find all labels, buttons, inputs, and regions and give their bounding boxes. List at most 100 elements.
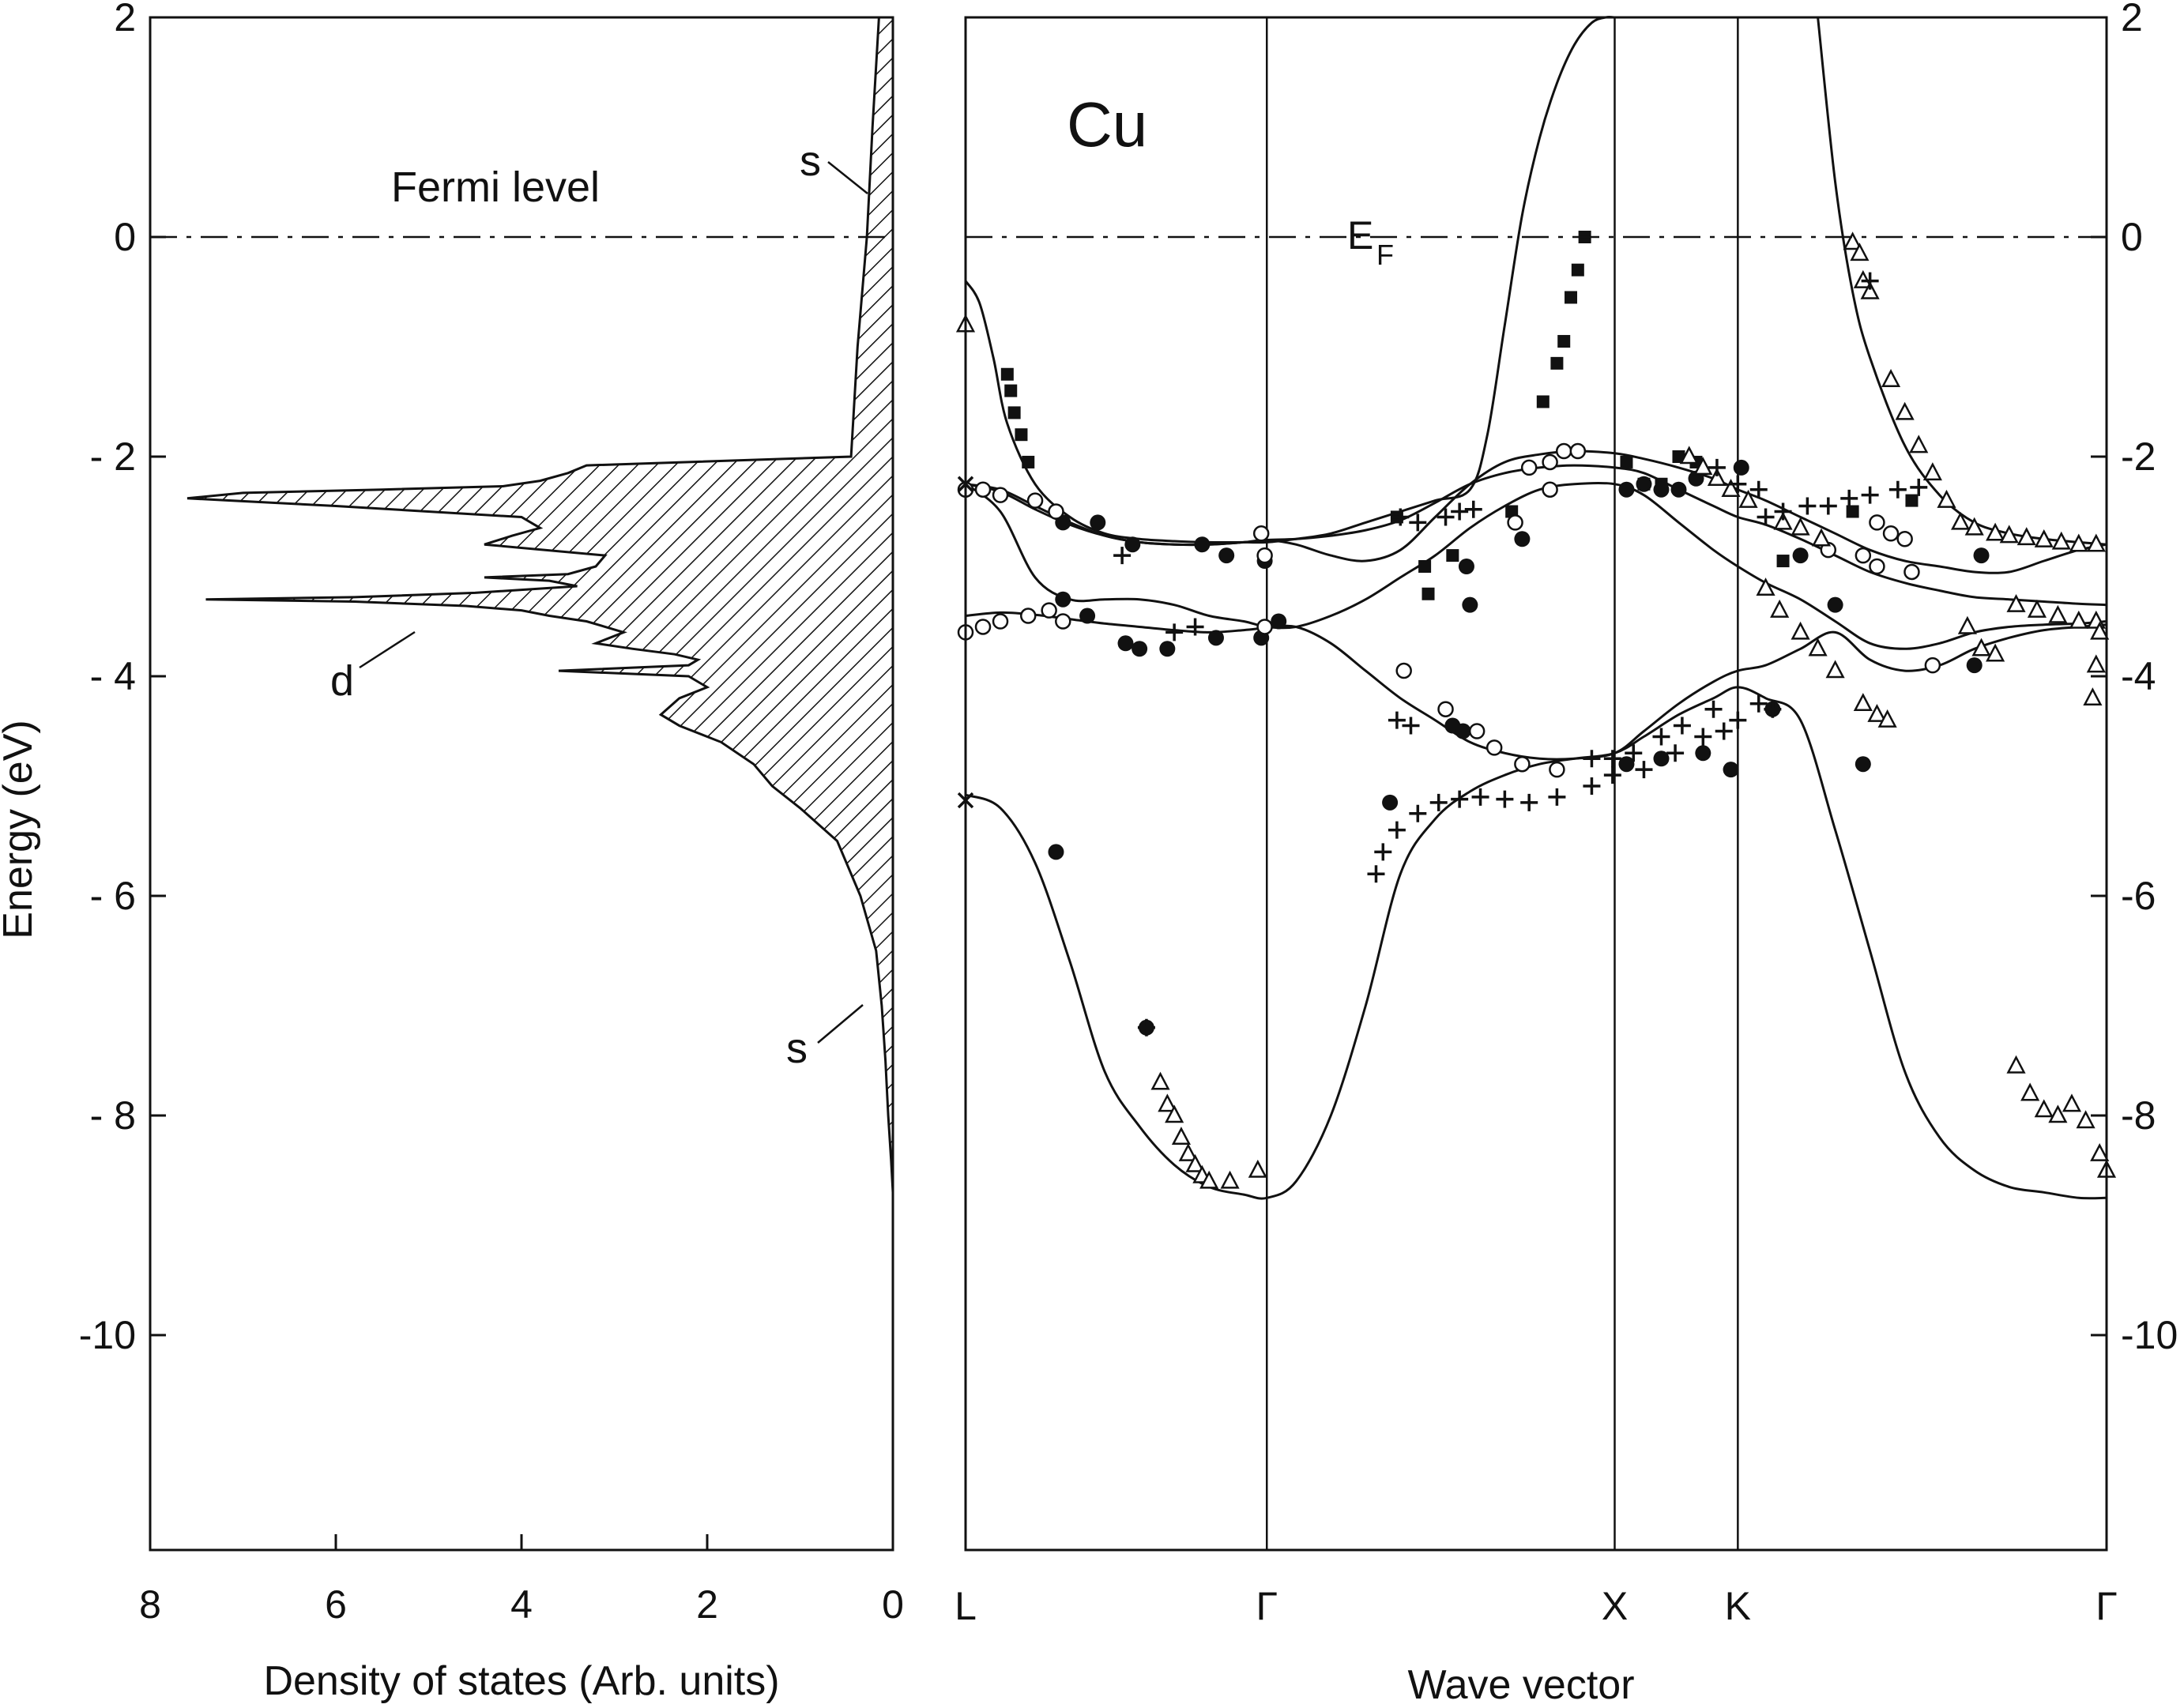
data-point-open-circle	[1468, 723, 1485, 739]
data-point-open-triangle	[2027, 599, 2047, 618]
data-point-filled-square	[1421, 587, 1435, 600]
dos-x-axis-title: Density of states (Arb. units)	[263, 1658, 779, 1704]
data-point-open-circle	[1437, 701, 1454, 717]
data-point-open-triangle	[1178, 1142, 1198, 1161]
data-point-open-circle	[1055, 613, 1071, 630]
data-point-plus	[1798, 497, 1817, 515]
data-point-filled-square	[1571, 263, 1584, 277]
data-point-filled-circle	[1207, 630, 1224, 646]
data-point-plus	[1409, 804, 1427, 822]
dos-y-tick-label: 2	[114, 0, 136, 40]
data-point-filled-circle	[1090, 514, 1106, 531]
data-point-open-circle	[1924, 656, 1941, 674]
band-curve	[965, 686, 2107, 1200]
dos-y-tick-label: - 2	[90, 435, 136, 479]
data-point-open-triangle	[2062, 1093, 2082, 1112]
k-point-label: Γ	[1256, 1584, 1278, 1628]
data-point-open-triangle	[2086, 654, 2106, 673]
data-point-open-triangle	[1843, 231, 1862, 250]
data-point-open-triangle	[1165, 1104, 1184, 1123]
data-point-plus	[1520, 793, 1538, 811]
data-point-filled-square	[1536, 395, 1550, 408]
data-point-plus	[1819, 497, 1837, 515]
data-point-filled-square	[1022, 455, 1035, 468]
data-point-open-triangle	[1999, 525, 2019, 544]
dos-y-ticks: 2 0 - 2 - 4 - 6 - 8 -10	[79, 0, 166, 1357]
data-point-open-triangle	[1770, 599, 1790, 618]
data-point-open-triangle	[1773, 511, 1793, 530]
data-point-open-triangle	[1738, 489, 1758, 508]
data-point-filled-circle	[1132, 641, 1148, 657]
symmetry-point-lines	[1266, 17, 1739, 1550]
data-point-plus	[1113, 547, 1132, 565]
data-point-open-circle	[1514, 755, 1531, 773]
data-point-open-triangle	[1909, 435, 1929, 453]
data-point-filled-square	[1418, 560, 1432, 573]
data-point-plus	[1451, 790, 1469, 808]
data-point-plus	[1388, 821, 1406, 839]
data-point-plus	[1548, 788, 1566, 806]
data-point-open-triangle	[1693, 457, 1713, 476]
data-point-open-circle	[1252, 525, 1270, 542]
data-point-open-circle	[1019, 608, 1037, 624]
data-point-open-triangle	[1951, 511, 1971, 530]
data-point-open-circle	[1903, 563, 1920, 581]
data-point-plus	[1666, 744, 1685, 762]
data-point-open-triangle	[2034, 1099, 2054, 1118]
data-point-open-circle	[1896, 531, 1913, 547]
data-point-open-triangle	[1791, 517, 1810, 536]
data-point-open-circle	[1256, 619, 1273, 635]
data-point-open-triangle	[1721, 479, 1741, 497]
data-point-filled-square	[1846, 505, 1859, 518]
band-y-tick-label: 0	[2121, 215, 2143, 259]
data-point-plus	[1625, 744, 1643, 762]
k-point-label: Γ	[2096, 1584, 2118, 1628]
data-point-open-triangle	[1877, 709, 1897, 728]
band-curve	[965, 450, 2107, 574]
band-plot-frame	[964, 16, 2108, 1552]
data-point-open-circle	[992, 487, 1009, 503]
data-point-open-triangle	[2020, 1082, 2040, 1101]
data-point-open-triangle	[1971, 638, 1991, 656]
data-point-open-triangle	[1185, 1153, 1205, 1172]
data-point-plus	[1603, 750, 1621, 768]
data-point-open-triangle	[2069, 533, 2088, 552]
data-point-filled-square	[1446, 549, 1459, 562]
band-curve	[965, 481, 2107, 650]
data-point-plus	[1388, 711, 1406, 729]
data-point-open-triangle	[2006, 1055, 2026, 1074]
data-point-open-circle	[1869, 514, 1885, 531]
s-band-lower-pointer	[817, 1004, 864, 1044]
data-point-plus	[1888, 480, 1907, 498]
data-point-open-triangle	[1986, 643, 2005, 662]
data-point-filled-circle	[1055, 591, 1071, 608]
band-y-tick-label: -8	[2121, 1093, 2156, 1138]
data-point-filled-circle	[1618, 756, 1635, 773]
data-point-filled-square	[1007, 406, 1021, 419]
data-point-filled-square	[1015, 428, 1028, 442]
band-curve	[965, 464, 2107, 607]
band-x-axis-title: Wave vector	[1407, 1662, 1634, 1708]
data-point-plus	[1402, 717, 1420, 735]
data-point-open-triangle	[1825, 660, 1845, 679]
data-point-open-triangle	[1199, 1170, 1219, 1189]
data-point-open-triangle	[1707, 468, 1727, 487]
dos-y-tick-label: - 4	[90, 654, 136, 698]
data-point-open-circle	[1485, 739, 1503, 756]
data-point-filled-circle	[1973, 547, 1990, 564]
dos-y-tick-label: -10	[79, 1313, 136, 1357]
data-point-open-triangle	[1158, 1093, 1177, 1112]
data-point-filled-circle	[1733, 459, 1749, 476]
band-y-tick-label: -10	[2121, 1313, 2178, 1357]
data-point-plus	[1437, 508, 1455, 526]
fermi-level-label: Fermi level	[391, 164, 600, 211]
data-point-open-triangle	[1811, 528, 1832, 547]
s-band-lower-label: s	[786, 1025, 808, 1072]
data-point-filled-square	[1000, 367, 1014, 381]
data-point-plus	[1729, 711, 1747, 729]
dos-curve	[186, 17, 894, 1193]
data-point-open-circle	[1395, 662, 1412, 679]
data-point-open-triangle	[1808, 638, 1828, 656]
